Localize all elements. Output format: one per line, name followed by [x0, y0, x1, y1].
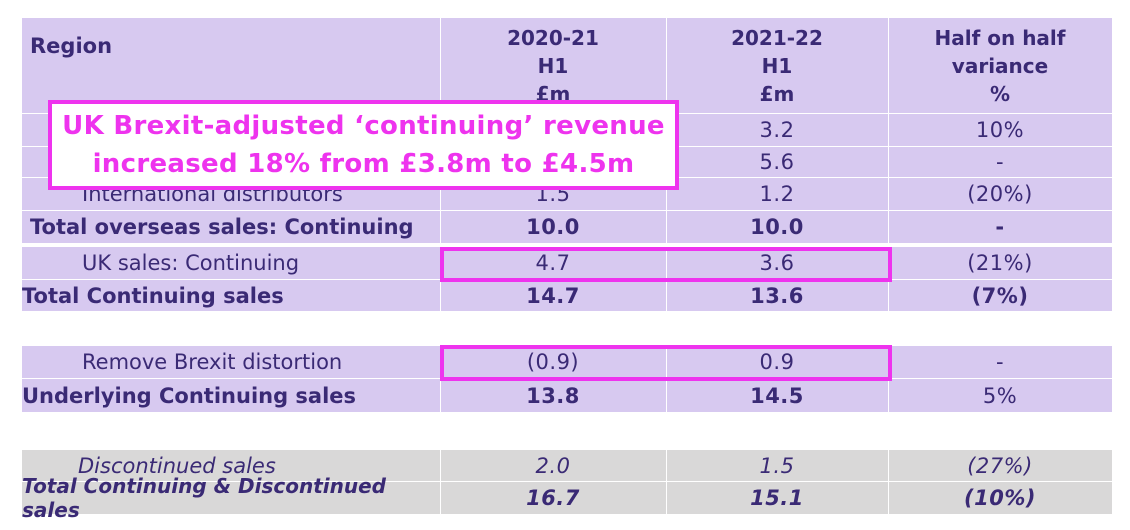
table-row: UK sales: Continuing 4.7 3.6 (21%)	[22, 247, 1112, 279]
table-row: Total Continuing & Discontinued sales 16…	[22, 474, 1112, 522]
header-2021-22: 2021-22 H1 £m	[731, 25, 823, 106]
table-row: Remove Brexit distortion (0.9) 0.9 -	[22, 346, 1112, 378]
table-header-row: Region 2020-21 H1 £m 2021-22 H1 £m Half …	[22, 18, 1112, 113]
row-label-brexit: Remove Brexit distortion	[82, 350, 343, 374]
table-row: Total Continuing sales 14.7 13.6 (7%)	[22, 280, 1112, 311]
table-row: Discontinued sales 2.0 1.5 (27%)	[22, 450, 1112, 481]
row-label-uk: UK sales: Continuing	[82, 251, 300, 275]
table-row: Underlying Continuing sales 13.8 14.5 5%	[22, 379, 1112, 412]
row-label-total-all: Total Continuing & Discontinued sales	[22, 474, 386, 522]
header-region: Region	[30, 34, 113, 58]
row-label-underlying: Underlying Continuing sales	[22, 383, 357, 408]
callout-line-2: increased 18% from £3.8m to £4.5m	[92, 149, 635, 179]
callout-line-1: UK Brexit-adjusted ‘continuing’ revenue	[62, 111, 665, 141]
brexit-distortion-highlight-box	[440, 345, 892, 381]
header-2020-21: 2020-21 H1 £m	[507, 25, 599, 106]
header-variance: Half on half variance %	[934, 25, 1066, 106]
uk-sales-highlight-box	[440, 247, 892, 282]
callout-box: UK Brexit-adjusted ‘continuing’ revenue …	[48, 100, 679, 190]
table-row: Total overseas sales: Continuing 10.0 10…	[22, 211, 1112, 243]
row-label-overseas: Total overseas sales: Continuing	[30, 215, 414, 239]
row-label-discontinued: Discontinued sales	[78, 453, 276, 478]
row-label-total-continuing: Total Continuing sales	[22, 283, 284, 308]
